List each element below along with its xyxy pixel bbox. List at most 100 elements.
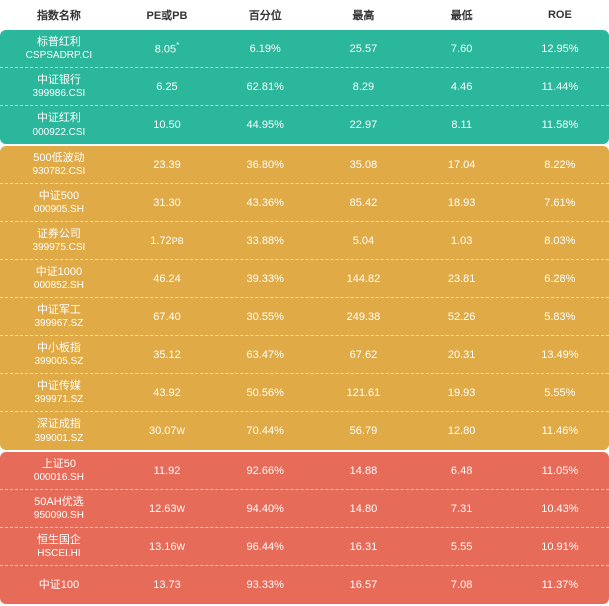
cell-low: 17.04 (413, 155, 511, 175)
cell-percentile: 63.47% (216, 345, 314, 365)
table-section: 上证50000016.SH11.9292.66%14.886.4811.05%5… (0, 452, 609, 604)
cell-high: 35.08 (314, 155, 412, 175)
cell-low: 4.46 (413, 77, 511, 97)
cell-roe: 5.83% (511, 307, 609, 327)
cell-pe: 30.07W (118, 421, 216, 441)
index-valuation-table: 指数名称 PE或PB 百分位 最高 最低 ROE 标普红利CSPSADRP.CI… (0, 0, 609, 604)
cell-name: 中证传媒399971.SZ (0, 375, 118, 410)
table-row: 深证成指399001.SZ30.07W70.44%56.7912.8011.46… (0, 412, 609, 450)
cell-low: 7.60 (413, 39, 511, 59)
cell-percentile: 96.44% (216, 537, 314, 557)
col-percentile: 百分位 (216, 3, 314, 27)
table-row: 恒生国企HSCEI.HI13.16W96.44%16.315.5510.91% (0, 528, 609, 566)
cell-name: 深证成指399001.SZ (0, 413, 118, 448)
table-section: 500低波动930782.CSI23.3936.80%35.0817.048.2… (0, 146, 609, 450)
cell-roe: 13.49% (511, 345, 609, 365)
table-section: 标普红利CSPSADRP.CI8.05*6.19%25.577.6012.95%… (0, 30, 609, 144)
cell-roe: 11.05% (511, 461, 609, 481)
cell-roe: 11.58% (511, 115, 609, 135)
cell-low: 12.80 (413, 421, 511, 441)
cell-roe: 10.91% (511, 537, 609, 557)
cell-pe: 43.92 (118, 383, 216, 403)
cell-roe: 6.28% (511, 269, 609, 289)
cell-low: 19.93 (413, 383, 511, 403)
cell-percentile: 92.66% (216, 461, 314, 481)
cell-low: 7.08 (413, 575, 511, 595)
cell-low: 7.31 (413, 499, 511, 519)
cell-roe: 5.55% (511, 383, 609, 403)
cell-roe: 11.46% (511, 421, 609, 441)
table-row: 中证500000905.SH31.3043.36%85.4218.937.61% (0, 184, 609, 222)
cell-roe: 8.22% (511, 155, 609, 175)
cell-high: 249.38 (314, 307, 412, 327)
cell-name: 恒生国企HSCEI.HI (0, 529, 118, 564)
cell-roe: 7.61% (511, 193, 609, 213)
cell-high: 8.29 (314, 77, 412, 97)
cell-name: 标普红利CSPSADRP.CI (0, 31, 118, 66)
col-roe: ROE (511, 5, 609, 25)
cell-roe: 8.03% (511, 231, 609, 251)
cell-name: 上证50000016.SH (0, 453, 118, 488)
cell-name: 中证军工399967.SZ (0, 299, 118, 334)
cell-roe: 11.37% (511, 575, 609, 595)
table-row: 中小板指399005.SZ35.1263.47%67.6220.3113.49% (0, 336, 609, 374)
col-low: 最低 (413, 3, 511, 27)
cell-roe: 10.43% (511, 499, 609, 519)
table-row: 中证军工399967.SZ67.4030.55%249.3852.265.83% (0, 298, 609, 336)
cell-high: 16.31 (314, 537, 412, 557)
table-row: 上证50000016.SH11.9292.66%14.886.4811.05% (0, 452, 609, 490)
cell-name: 500低波动930782.CSI (0, 147, 118, 182)
cell-pe: 1.72PB (118, 231, 216, 251)
cell-high: 56.79 (314, 421, 412, 441)
col-pe: PE或PB (118, 3, 216, 27)
col-high: 最高 (314, 3, 412, 27)
table-header: 指数名称 PE或PB 百分位 最高 最低 ROE (0, 0, 609, 30)
cell-percentile: 70.44% (216, 421, 314, 441)
cell-percentile: 36.80% (216, 155, 314, 175)
cell-name: 中小板指399005.SZ (0, 337, 118, 372)
cell-name: 50AH优选950090.SH (0, 491, 118, 526)
cell-name: 中证100 (0, 574, 118, 596)
cell-pe: 46.24 (118, 269, 216, 289)
cell-percentile: 39.33% (216, 269, 314, 289)
cell-high: 121.61 (314, 383, 412, 403)
cell-high: 14.88 (314, 461, 412, 481)
cell-high: 5.04 (314, 231, 412, 251)
cell-low: 23.81 (413, 269, 511, 289)
cell-name: 中证红利000922.CSI (0, 107, 118, 142)
cell-high: 25.57 (314, 39, 412, 59)
cell-pe: 13.16W (118, 537, 216, 557)
cell-high: 16.57 (314, 575, 412, 595)
cell-roe: 11.44% (511, 77, 609, 97)
cell-low: 5.55 (413, 537, 511, 557)
cell-percentile: 50.56% (216, 383, 314, 403)
cell-high: 67.62 (314, 345, 412, 365)
cell-low: 52.26 (413, 307, 511, 327)
cell-low: 20.31 (413, 345, 511, 365)
cell-name: 中证1000000852.SH (0, 261, 118, 296)
cell-pe: 31.30 (118, 193, 216, 213)
cell-pe: 35.12 (118, 345, 216, 365)
cell-percentile: 44.95% (216, 115, 314, 135)
cell-percentile: 62.81% (216, 77, 314, 97)
cell-pe: 6.25 (118, 77, 216, 97)
cell-percentile: 94.40% (216, 499, 314, 519)
table-row: 500低波动930782.CSI23.3936.80%35.0817.048.2… (0, 146, 609, 184)
cell-high: 85.42 (314, 193, 412, 213)
table-row: 中证10013.7393.33%16.577.0811.37% (0, 566, 609, 604)
table-row: 50AH优选950090.SH12.63W94.40%14.807.3110.4… (0, 490, 609, 528)
cell-pe: 12.63W (118, 499, 216, 519)
table-row: 中证红利000922.CSI10.5044.95%22.978.1111.58% (0, 106, 609, 144)
cell-roe: 12.95% (511, 39, 609, 59)
cell-pe: 67.40 (118, 307, 216, 327)
table-row: 中证传媒399971.SZ43.9250.56%121.6119.935.55% (0, 374, 609, 412)
cell-pe: 10.50 (118, 115, 216, 135)
table-row: 证券公司399975.CSI1.72PB33.88%5.041.038.03% (0, 222, 609, 260)
cell-low: 1.03 (413, 231, 511, 251)
cell-pe: 8.05* (118, 37, 216, 60)
table-row: 标普红利CSPSADRP.CI8.05*6.19%25.577.6012.95% (0, 30, 609, 68)
table-row: 中证银行399986.CSI6.2562.81%8.294.4611.44% (0, 68, 609, 106)
cell-low: 8.11 (413, 115, 511, 135)
cell-name: 中证500000905.SH (0, 185, 118, 220)
cell-percentile: 30.55% (216, 307, 314, 327)
